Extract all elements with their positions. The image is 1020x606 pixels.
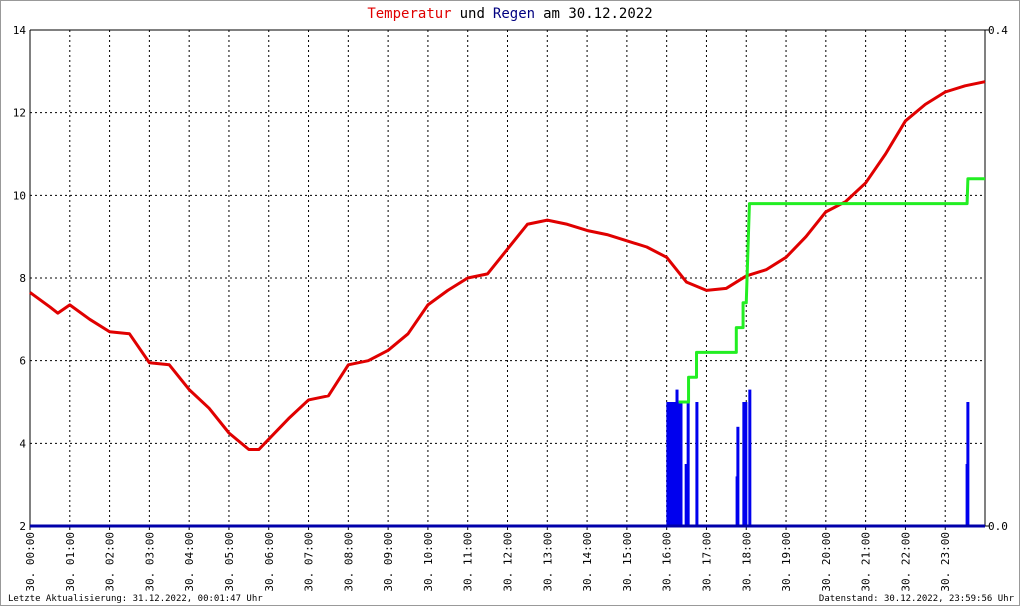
y-tick-label: 12 bbox=[13, 107, 26, 120]
x-tick-label: 30. 20:00 bbox=[820, 532, 833, 592]
footer-right: Datenstand: 30.12.2022, 23:59:56 Uhr bbox=[819, 594, 1015, 604]
bar bbox=[744, 402, 748, 526]
bar bbox=[695, 402, 699, 526]
footer-left: Letzte Aktualisierung: 31.12.2022, 00:01… bbox=[8, 594, 263, 604]
series-line bbox=[678, 177, 985, 404]
x-tick-label: 30. 03:00 bbox=[143, 532, 156, 592]
x-tick-label: 30. 17:00 bbox=[700, 532, 713, 592]
bar bbox=[672, 402, 676, 526]
title-part: Temperatur bbox=[367, 6, 451, 22]
x-tick-label: 30. 08:00 bbox=[342, 532, 355, 592]
title-part: am 30.12.2022 bbox=[543, 6, 653, 22]
bar bbox=[675, 389, 679, 526]
y-tick-label: 10 bbox=[13, 189, 26, 202]
x-tick-label: 30. 11:00 bbox=[462, 532, 475, 592]
bar bbox=[966, 402, 970, 526]
bar bbox=[679, 402, 683, 526]
y-tick-label: 14 bbox=[13, 24, 27, 37]
x-tick-label: 30. 01:00 bbox=[64, 532, 77, 592]
x-tick-label: 30. 10:00 bbox=[422, 532, 435, 592]
x-tick-label: 30. 22:00 bbox=[899, 532, 912, 592]
x-tick-label: 30. 09:00 bbox=[382, 532, 395, 592]
bar bbox=[736, 426, 740, 526]
y-tick-label: 4 bbox=[19, 437, 26, 450]
bar bbox=[686, 402, 690, 526]
title-part: und bbox=[460, 6, 485, 22]
x-tick-label: 30. 19:00 bbox=[780, 532, 793, 592]
y2-tick-label: 0.4 bbox=[988, 24, 1008, 37]
x-tick-label: 30. 00:00 bbox=[24, 532, 37, 592]
x-tick-label: 30. 18:00 bbox=[740, 532, 753, 592]
y-tick-label: 2 bbox=[19, 520, 26, 533]
x-tick-label: 30. 06:00 bbox=[263, 532, 276, 592]
bar bbox=[668, 402, 672, 526]
x-tick-label: 30. 04:00 bbox=[183, 532, 196, 592]
chart-title: Temperatur und Regen am 30.12.2022 bbox=[367, 6, 652, 22]
x-tick-label: 30. 16:00 bbox=[661, 532, 674, 592]
x-tick-label: 30. 23:00 bbox=[939, 532, 952, 592]
x-tick-label: 30. 05:00 bbox=[223, 532, 236, 592]
x-tick-label: 30. 15:00 bbox=[621, 532, 634, 592]
x-tick-label: 30. 12:00 bbox=[502, 532, 515, 592]
x-tick-label: 30. 07:00 bbox=[303, 532, 316, 592]
title-part: Regen bbox=[493, 6, 535, 22]
x-tick-label: 30. 13:00 bbox=[541, 532, 554, 592]
bar bbox=[748, 389, 752, 526]
bar bbox=[677, 402, 681, 526]
x-tick-label: 30. 14:00 bbox=[581, 532, 594, 592]
bar bbox=[670, 402, 674, 526]
y-tick-label: 6 bbox=[19, 355, 26, 368]
y-tick-label: 8 bbox=[19, 272, 26, 285]
y2-tick-label: 0.0 bbox=[988, 520, 1008, 533]
bar bbox=[666, 402, 670, 526]
x-tick-label: 30. 21:00 bbox=[860, 532, 873, 592]
bar bbox=[684, 464, 688, 526]
bar bbox=[742, 402, 746, 526]
x-tick-label: 30. 02:00 bbox=[104, 532, 117, 592]
series-line bbox=[29, 80, 986, 452]
